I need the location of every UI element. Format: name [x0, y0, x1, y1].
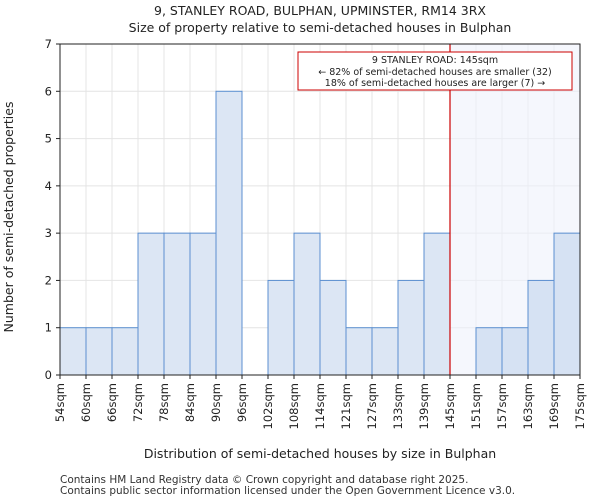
x-tick-label-90sqm: 90sqm [209, 383, 223, 422]
annotation-line2: ← 82% of semi-detached houses are smalle… [318, 67, 552, 78]
bar-60sqm [85, 327, 113, 376]
chart-title-line2: Size of property relative to semi-detach… [129, 20, 512, 35]
x-tick-label-66sqm: 66sqm [105, 383, 119, 422]
bar-169sqm [553, 232, 581, 376]
x-tick-label-127sqm: 127sqm [365, 383, 379, 429]
y-tick-label-3: 3 [45, 226, 52, 240]
bar-127sqm [371, 327, 399, 376]
bar-102sqm [267, 279, 295, 376]
x-tick-label-139sqm: 139sqm [417, 383, 431, 429]
x-tick-label-84sqm: 84sqm [183, 383, 197, 422]
bar-114sqm [319, 279, 347, 376]
bar-72sqm [137, 232, 165, 376]
y-tick-label-2: 2 [45, 273, 52, 287]
x-tick-label-78sqm: 78sqm [157, 383, 171, 422]
x-axis-label: Distribution of semi-detached houses by … [144, 446, 496, 461]
x-tick-label-54sqm: 54sqm [53, 383, 67, 422]
bar-133sqm [397, 279, 425, 376]
bar-151sqm [475, 327, 503, 376]
annotation-line3: 18% of semi-detached houses are larger (… [325, 78, 545, 89]
y-tick-label-4: 4 [45, 179, 52, 193]
x-tick-label-108sqm: 108sqm [287, 383, 301, 429]
annotation-frame [297, 51, 573, 91]
x-tick-label-102sqm: 102sqm [261, 383, 275, 429]
bar-139sqm [423, 232, 451, 376]
y-axis-ticks: 0 1 2 3 4 5 6 7 [45, 37, 60, 382]
bar-84sqm [189, 232, 217, 376]
x-tick-label-175sqm: 175sqm [573, 383, 587, 429]
x-axis-ticks: 54sqm 60sqm 66sqm 72sqm 78sqm 84sqm 90sqm 96sqm… [53, 375, 587, 429]
chart-title-line1: 9, STANLEY ROAD, BULPHAN, UPMINSTER, RM1… [154, 3, 486, 18]
footer-line2: Contains public sector information licen… [60, 485, 515, 497]
x-tick-label-133sqm: 133sqm [391, 383, 405, 429]
x-tick-label-169sqm: 169sqm [547, 383, 561, 429]
annotation-line1: 9 STANLEY ROAD: 145sqm [372, 55, 498, 66]
bar-90sqm [215, 90, 243, 376]
y-tick-label-6: 6 [45, 84, 52, 98]
y-tick-label-1: 1 [45, 321, 52, 335]
annotation-box: 9 STANLEY ROAD: 145sqm ← 82% of semi-det… [297, 51, 573, 91]
bar-108sqm [293, 232, 321, 376]
x-tick-label-72sqm: 72sqm [131, 383, 145, 422]
x-tick-label-157sqm: 157sqm [495, 383, 509, 429]
bar-66sqm [111, 327, 139, 376]
bar-layer [59, 90, 581, 376]
bar-157sqm [501, 327, 529, 376]
x-tick-label-163sqm: 163sqm [521, 383, 535, 429]
x-tick-label-60sqm: 60sqm [79, 383, 93, 422]
y-axis-label: Number of semi-detached properties [1, 102, 16, 333]
y-tick-label-0: 0 [45, 368, 52, 382]
bar-78sqm [163, 232, 191, 376]
x-tick-label-151sqm: 151sqm [469, 383, 483, 429]
bar-163sqm [527, 279, 555, 376]
y-tick-label-5: 5 [45, 132, 52, 146]
bar-54sqm [59, 327, 87, 376]
x-tick-label-145sqm: 145sqm [443, 383, 457, 429]
y-tick-label-7: 7 [45, 37, 52, 51]
footer-line1: Contains HM Land Registry data © Crown c… [60, 474, 468, 486]
x-tick-label-96sqm: 96sqm [235, 383, 249, 422]
bar-121sqm [345, 327, 373, 376]
x-tick-label-114sqm: 114sqm [313, 383, 327, 429]
x-tick-label-121sqm: 121sqm [339, 383, 353, 429]
